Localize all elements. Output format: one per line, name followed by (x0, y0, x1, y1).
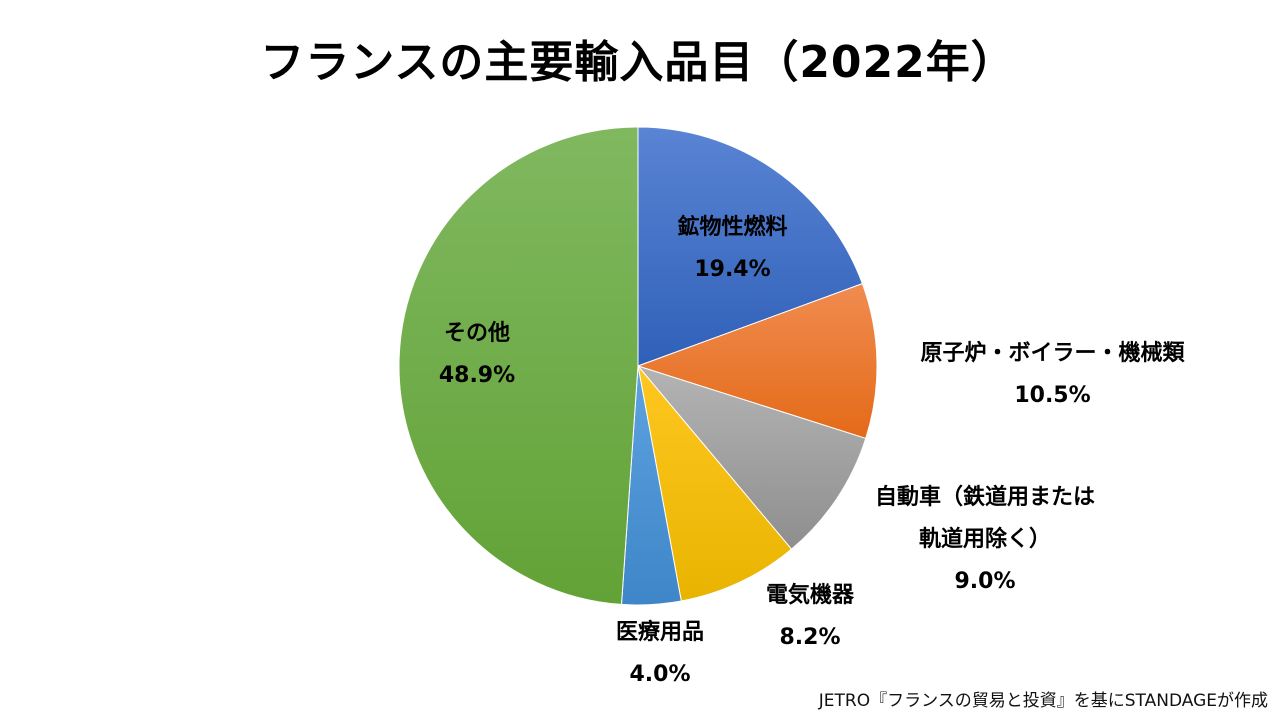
slice-label-medical: 医療用品 4.0% (595, 612, 725, 696)
label-value: 48.9% (438, 363, 516, 388)
label-text-line1: 自動車（鉄道用または (874, 485, 1095, 510)
pie-slice (398, 126, 639, 605)
slice-label-mineral-fuels: 鉱物性燃料 19.4% (640, 207, 825, 291)
label-value: 4.0% (629, 662, 691, 687)
label-value: 8.2% (779, 625, 841, 650)
slice-label-other: その他 48.9% (412, 313, 542, 397)
pie-slice (637, 126, 863, 367)
label-text: 電気機器 (765, 583, 854, 608)
label-text: その他 (443, 321, 510, 346)
label-value: 19.4% (694, 257, 771, 282)
label-text: 医療用品 (615, 620, 704, 645)
label-value: 9.0% (954, 569, 1016, 594)
label-value: 10.5% (1014, 383, 1091, 408)
pie-slice (636, 365, 867, 550)
pie-slice (636, 282, 878, 440)
slice-label-electrical: 電気機器 8.2% (740, 575, 880, 659)
label-text-line2: 軌道用除く） (918, 527, 1051, 552)
slice-label-automobiles: 自動車（鉄道用または 軌道用除く） 9.0% (845, 477, 1125, 603)
slice-label-machinery: 原子炉・ボイラー・機械類 10.5% (885, 333, 1220, 417)
chart-title: フランスの主要輸入品目（2022年） (260, 37, 1016, 88)
label-text: 鉱物性燃料 (677, 215, 788, 240)
pie-slice (637, 364, 793, 602)
source-note: JETRO『フランスの貿易と投資』を基にSTANDAGEが作成 (818, 691, 1268, 711)
label-text: 原子炉・ボイラー・機械類 (920, 341, 1185, 366)
